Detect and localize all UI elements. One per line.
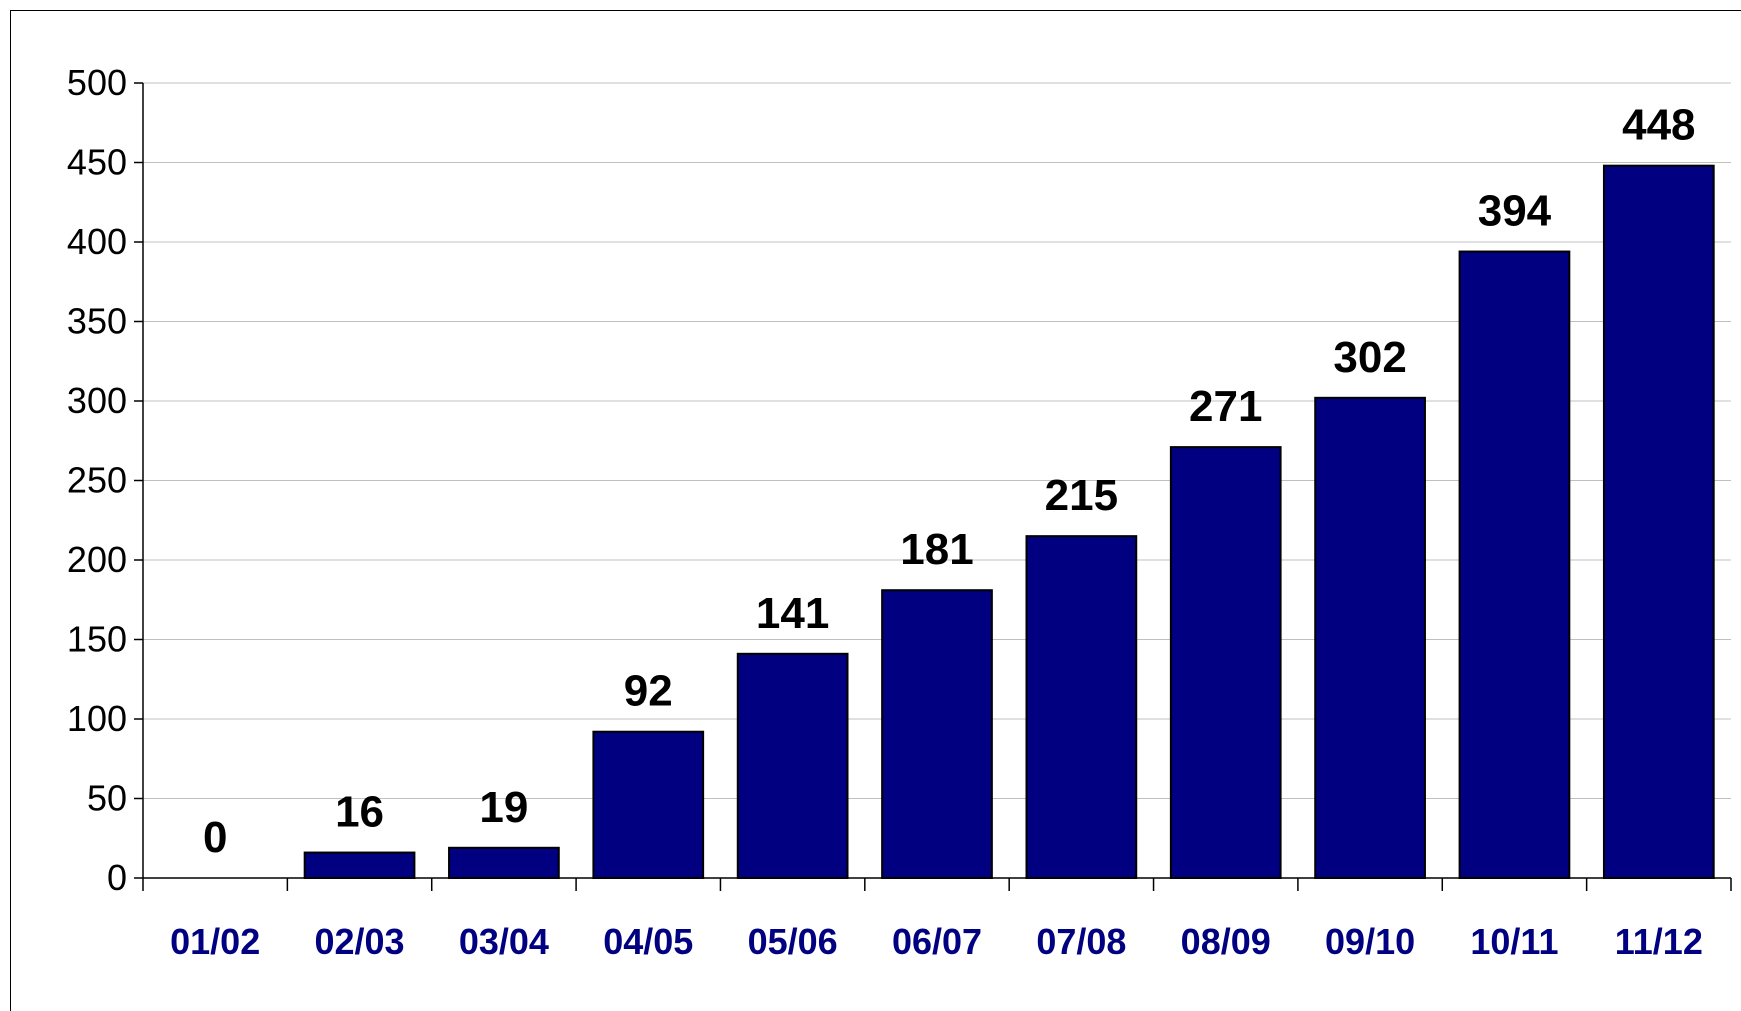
bar [303, 851, 416, 879]
y-tick-label: 100 [67, 698, 127, 739]
data-label: 448 [1622, 101, 1695, 150]
bar [736, 652, 849, 879]
data-label: 16 [335, 788, 384, 837]
x-tick-label: 06/07 [892, 921, 982, 962]
chart-frame [10, 10, 1741, 1011]
bar [1025, 535, 1138, 880]
x-tick-label: 02/03 [314, 921, 404, 962]
bar [1314, 396, 1426, 879]
bar [881, 589, 993, 880]
bar [592, 730, 705, 879]
x-tick-label: 07/08 [1036, 921, 1126, 962]
bar [448, 846, 560, 879]
y-tick-label: 150 [67, 619, 127, 660]
y-tick-label: 200 [67, 539, 127, 580]
x-tick-label: 05/06 [748, 921, 838, 962]
data-label: 0 [203, 813, 227, 862]
x-tick-label: 08/09 [1181, 921, 1271, 962]
data-label: 141 [756, 589, 829, 638]
y-tick-label: 300 [67, 380, 127, 421]
y-tick-label: 350 [67, 301, 127, 342]
data-label: 181 [900, 525, 973, 574]
y-tick-label: 450 [67, 142, 127, 183]
data-label: 271 [1189, 382, 1262, 431]
bar [1602, 164, 1715, 879]
y-tick-label: 50 [87, 778, 127, 819]
y-tick-label: 400 [67, 221, 127, 262]
bar [1169, 446, 1282, 879]
data-label: 394 [1478, 187, 1552, 236]
y-tick-label: 500 [67, 62, 127, 103]
axes [134, 82, 1732, 891]
y-tick-label: 250 [67, 460, 127, 501]
x-tick-label: 04/05 [603, 921, 693, 962]
bars [303, 164, 1715, 880]
data-label: 302 [1333, 333, 1406, 382]
x-tick-label: 03/04 [459, 921, 549, 962]
bar [1458, 250, 1571, 880]
x-tick-label: 11/12 [1615, 921, 1703, 962]
x-tick-label: 01/02 [170, 921, 260, 962]
data-label: 19 [479, 783, 528, 832]
x-tick-label: 09/10 [1325, 921, 1415, 962]
data-label: 92 [624, 667, 673, 716]
labels: 0 50 100 150 200 250 300 350 400 450 500 0 01/02 16 02… [67, 62, 1703, 962]
x-tick-label: 10/11 [1470, 921, 1558, 962]
data-label: 215 [1045, 471, 1118, 520]
y-tick-label: 0 [107, 857, 127, 898]
